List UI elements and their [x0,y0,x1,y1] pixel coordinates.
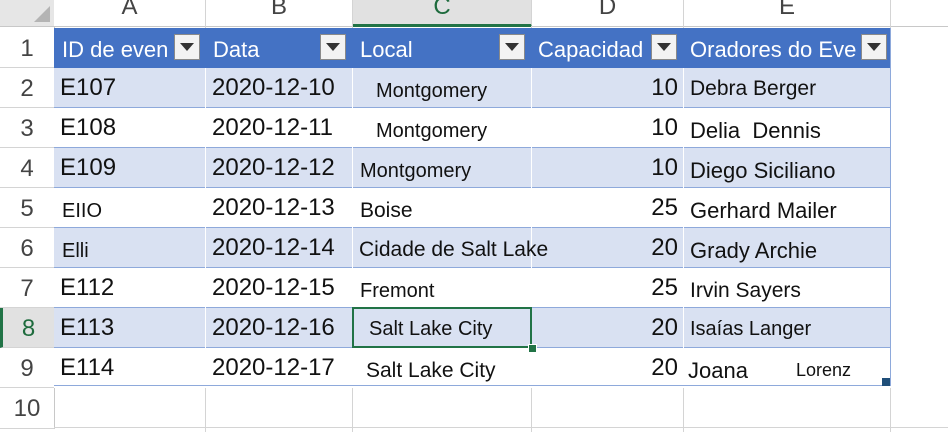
column-header-a[interactable]: A [54,0,206,27]
row-header-4[interactable]: 4 [0,148,55,188]
filter-dropdown-icon [867,43,881,51]
cell-id[interactable]: EIIO [62,200,103,222]
cell-location[interactable]: Boise [360,199,413,222]
filter-dropdown-icon [326,43,340,51]
row-header-7[interactable]: 7 [0,268,55,308]
gridline [531,68,532,386]
filter-dropdown-icon [180,43,194,51]
cell-capacity[interactable]: 25 [651,274,678,301]
cell-id[interactable]: E114 [60,354,115,381]
table-row-band [54,148,891,188]
table-resize-handle[interactable] [882,378,890,386]
row-header-2[interactable]: 2 [0,68,55,108]
filter-dropdown-icon [657,43,671,51]
row-divider [54,227,891,228]
column-header-d[interactable]: D [532,0,684,27]
filter-button-date[interactable] [320,34,346,60]
cell-location[interactable]: Montgomery [376,120,488,142]
cell-location[interactable]: Fremont [360,280,435,302]
gridline [683,68,684,386]
cell-speakers-extra: Lorenz [796,360,852,380]
row-header-1[interactable]: 1 [0,27,55,68]
column-header-b[interactable]: B [206,0,353,27]
table-row-band [54,308,891,348]
cell-id[interactable]: E108 [60,114,117,141]
cell-date[interactable]: 2020-12-14 [212,234,335,261]
cell-id[interactable]: Elli [62,240,89,262]
cell-speakers[interactable]: Diego Siciliano [690,158,836,183]
cell-id[interactable]: E107 [60,74,117,101]
row-header-8[interactable]: 8 [0,308,55,348]
row-header-6[interactable]: 6 [0,228,55,268]
row-header-5[interactable]: 5 [0,188,55,228]
table-header-id: ID de even [62,37,169,62]
cell-date[interactable]: 2020-12-12 [212,154,335,181]
table-row-band [54,348,891,388]
column-header-f[interactable] [891,0,948,27]
cell-speakers[interactable]: Debra Berger [690,77,817,100]
cell-speakers[interactable]: Delia Dennis [690,118,821,143]
table-row-band [54,188,891,228]
cell-speakers[interactable]: Joana [688,358,748,383]
table-row-band [54,108,891,148]
table-header-date: Data [213,37,260,62]
cell-location[interactable]: Salt Lake City [369,318,493,340]
row-header-3[interactable]: 3 [0,108,55,148]
row-divider [54,107,891,108]
table-outline [54,28,891,386]
column-header-e[interactable]: E [684,0,891,27]
filter-button-capacity[interactable] [651,34,677,60]
cell-date[interactable]: 2020-12-17 [212,354,335,381]
table-header-capacity: Capacidad [538,37,644,62]
cell-capacity[interactable]: 10 [651,114,678,141]
cell-id[interactable]: E109 [60,154,117,181]
cell-id[interactable]: E113 [60,314,115,341]
fill-handle[interactable] [528,344,537,353]
cell-id[interactable]: E112 [60,274,115,301]
filter-button-speakers[interactable] [861,34,887,60]
table-row-band [54,268,891,308]
cell-date[interactable]: 2020-12-15 [212,274,335,301]
cell-speakers[interactable]: Gerhard Mailer [690,198,837,223]
filter-button-location[interactable] [499,34,525,60]
column-header-c[interactable]: C [353,0,532,27]
cell-capacity[interactable]: 25 [651,194,678,221]
table-row-band [54,68,891,108]
cell-location[interactable]: Salt Lake City [366,359,496,382]
cell-location[interactable]: Montgomery [360,160,472,182]
selected-cell-outline [352,307,532,348]
cell-speakers[interactable]: Irvin Sayers [690,279,801,302]
table-row-band [54,228,891,268]
cell-capacity[interactable]: 20 [651,314,678,341]
cell-location[interactable]: Montgomery [376,80,488,102]
gridline [352,68,353,386]
row-divider [54,147,891,148]
cell-date[interactable]: 2020-12-10 [212,74,335,101]
cell-capacity[interactable]: 10 [651,154,678,181]
cell-date[interactable]: 2020-12-11 [212,114,333,141]
cell-speakers[interactable]: Isaías Langer [690,318,812,340]
row-divider [54,267,891,268]
cell-speakers[interactable]: Grady Archie [690,238,818,263]
cell-capacity[interactable]: 20 [651,354,678,381]
table-header-location: Local [360,37,413,62]
gridline [205,68,206,386]
cell-date[interactable]: 2020-12-16 [212,314,335,341]
cell-capacity[interactable]: 10 [651,74,678,101]
cell-capacity[interactable]: 20 [651,234,678,261]
filter-button-id[interactable] [174,34,200,60]
table-header-speakers: Oradores do Eve [690,37,857,62]
gridline [54,427,948,428]
row-divider [54,187,891,188]
cell-date[interactable]: 2020-12-13 [212,194,335,221]
filter-dropdown-icon [505,43,519,51]
select-all-icon [34,6,50,22]
cell-location[interactable]: Cidade de Salt Lake [359,238,549,261]
row-header-10[interactable]: 10 [0,388,55,429]
select-all-button[interactable] [0,0,55,27]
row-header-9[interactable]: 9 [0,348,55,388]
